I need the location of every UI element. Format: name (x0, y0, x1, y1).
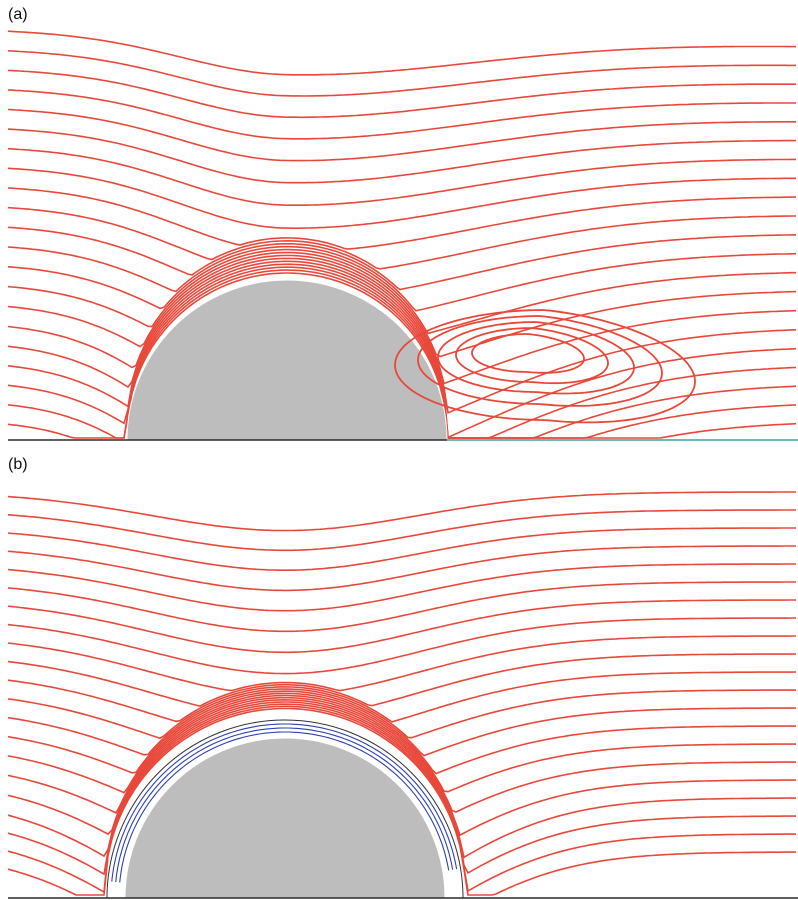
streamline-a (7, 206, 796, 270)
streamline-a (7, 50, 796, 97)
streamline-b (7, 692, 796, 775)
streamline-a (7, 108, 796, 162)
streamline-b (7, 563, 796, 612)
streamline-a (7, 269, 797, 439)
streamline-a (7, 245, 797, 312)
inner-streamline-b (111, 723, 458, 882)
streamline-a (7, 257, 797, 414)
streamline-b (7, 617, 796, 675)
inner-streamline-b (115, 727, 454, 883)
streamline-a (7, 69, 796, 119)
streamline-b (7, 491, 796, 532)
streamline-b (7, 653, 797, 707)
streamline-b (7, 696, 796, 814)
recirculation-loop-a (417, 315, 663, 407)
streamline-a (7, 187, 796, 250)
streamline-a (7, 128, 796, 184)
recirculation-loop-a (394, 309, 696, 424)
streamline-a (7, 251, 797, 358)
obstacle-a (126, 279, 448, 441)
streamline-b (7, 698, 796, 837)
streamline-a (7, 272, 797, 439)
streamline-b (7, 509, 796, 552)
streamline-a (7, 263, 797, 439)
streamline-b (7, 635, 796, 692)
streamline-b (7, 527, 796, 571)
streamline-b (7, 707, 796, 896)
streamline-a (7, 89, 796, 140)
panel-b-label: (b) (8, 456, 28, 473)
panel-a: (a) (7, 6, 798, 441)
streamline-a (7, 266, 797, 439)
recirculation-loop-a (471, 333, 585, 374)
streamline-b (7, 694, 796, 794)
streamline-a (7, 30, 796, 76)
streamline-b (7, 703, 796, 876)
streamline-b (7, 545, 796, 592)
obstacle-b (124, 737, 446, 899)
recirculation-loop-a (455, 327, 609, 385)
flow-field-b (7, 491, 798, 899)
streamline-b (7, 701, 796, 859)
streamline-a (7, 254, 797, 385)
streamline-b (7, 688, 796, 740)
streamline-b (7, 705, 796, 894)
streamline-a (7, 167, 796, 229)
streamline-a (7, 147, 796, 206)
panel-a-label: (a) (8, 6, 28, 23)
streamline-a (7, 248, 796, 335)
inner-streamline-b (119, 731, 450, 883)
streamline-b (7, 599, 796, 654)
streamline-a (7, 226, 797, 291)
streamline-b (7, 581, 796, 633)
recirculation-loop-a (437, 321, 635, 395)
streamline-a (7, 260, 797, 439)
streamline-b (7, 690, 796, 757)
panel-b: (b) (0, 450, 798, 900)
streamline-b (7, 671, 797, 723)
flow-field-a (7, 30, 798, 441)
